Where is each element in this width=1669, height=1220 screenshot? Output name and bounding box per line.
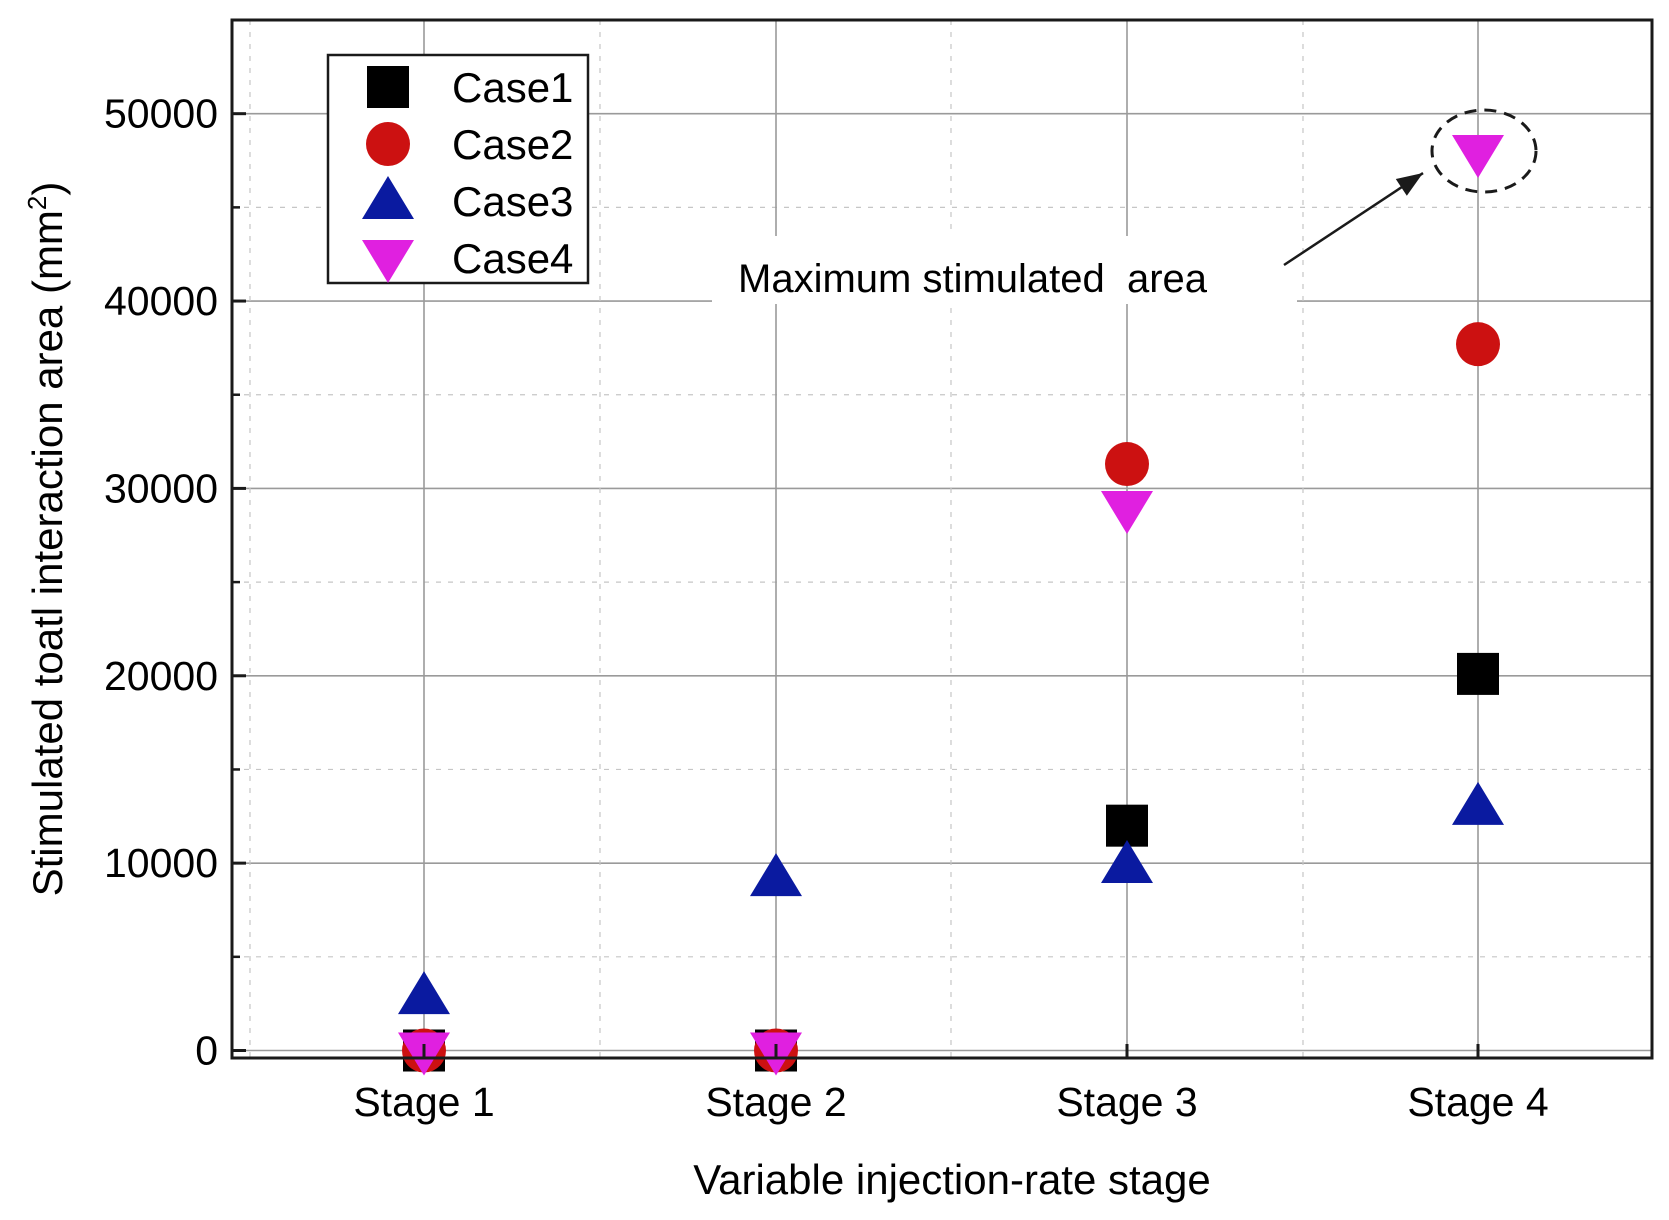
- legend-label: Case4: [452, 235, 573, 282]
- annotation-highlight-circle: [1430, 108, 1538, 194]
- data-point-case3-stage-1: [398, 971, 450, 1015]
- y-tick-label: 0: [195, 1028, 218, 1074]
- legend-label: Case1: [452, 64, 573, 111]
- data-point-case3-stage-4: [1452, 781, 1504, 825]
- y-axis-title: Stimulated toatl interaction area (mm2): [22, 182, 71, 897]
- x-tick-label: Stage 3: [1056, 1079, 1197, 1125]
- data-point-case4-stage-3: [1101, 491, 1153, 535]
- annotation-label-background: [712, 236, 1297, 304]
- axis-ticks: 0 10000 20000 30000 40000 50000 Stage 1 Stage 2…: [104, 91, 1549, 1125]
- legend-marker-case4: [362, 240, 414, 283]
- annotation-arrowhead: [1395, 173, 1423, 196]
- x-tick-label: Stage 4: [1407, 1079, 1548, 1125]
- data-point-case1-stage-4: [1457, 652, 1499, 695]
- data-point-case2-stage-4: [1456, 322, 1500, 367]
- x-tick-label: Stage 1: [353, 1079, 494, 1125]
- legend-marker-case3: [362, 176, 414, 219]
- legend: Case1 Case2 Case3 Case4: [326, 53, 590, 285]
- y-axis-title-superscript: 2: [22, 196, 52, 210]
- y-tick-label: 10000: [104, 840, 218, 886]
- legend-item-case4: Case4: [362, 235, 573, 283]
- annotation: Maximum stimulated area: [738, 108, 1538, 301]
- grid-lines: [232, 20, 1652, 1058]
- legend-item-case1: Case1: [367, 64, 573, 111]
- data-point-case4-stage-4: [1452, 135, 1504, 179]
- legend-item-case2: Case2: [366, 121, 573, 168]
- legend-label: Case2: [452, 121, 573, 168]
- plot-frame: [230, 18, 1654, 1060]
- annotation-arrow-line: [1283, 171, 1424, 267]
- series-case3: [398, 781, 1504, 1015]
- data-points: [398, 135, 1504, 1076]
- y-axis-title-main: Stimulated toatl interaction area (mm: [24, 210, 71, 896]
- annotation-background: [712, 236, 1297, 304]
- legend-marker-case2: [366, 122, 410, 166]
- data-point-case1-stage-3: [1106, 804, 1148, 847]
- data-point-case3-stage-3: [1101, 840, 1153, 884]
- series-case4: [398, 135, 1504, 1076]
- y-axis-title-close: ): [24, 182, 71, 196]
- y-tick-label: 20000: [104, 653, 218, 699]
- data-point-case2-stage-3: [1105, 442, 1149, 487]
- y-tick-label: 50000: [104, 91, 218, 137]
- data-point-case3-stage-2: [750, 853, 802, 897]
- y-tick-label: 30000: [104, 465, 218, 511]
- legend-marker-case1: [367, 66, 409, 108]
- y-tick-label: 40000: [104, 278, 218, 324]
- x-tick-label: Stage 2: [705, 1079, 846, 1125]
- legend-label: Case3: [452, 178, 573, 225]
- legend-item-case3: Case3: [362, 176, 573, 225]
- x-axis-title: Variable injection-rate stage: [693, 1156, 1211, 1203]
- annotation-label: Maximum stimulated area: [738, 257, 1208, 301]
